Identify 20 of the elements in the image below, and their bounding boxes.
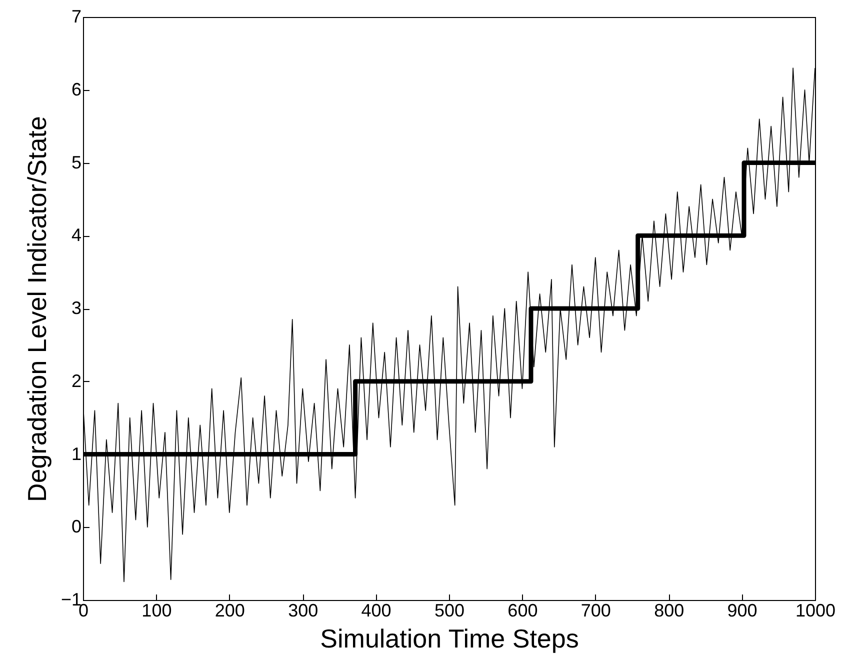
y-tick-label: 1 bbox=[71, 444, 82, 464]
y-tick-label: 3 bbox=[71, 298, 82, 318]
x-tick-label: 700 bbox=[580, 600, 611, 620]
x-tick-label: 200 bbox=[214, 600, 245, 620]
x-tick-label: 800 bbox=[654, 600, 684, 620]
y-tick-label: 0 bbox=[71, 516, 82, 537]
x-tick-label: 600 bbox=[508, 600, 538, 620]
y-tick-label: 5 bbox=[71, 152, 82, 172]
y-tick-label: 6 bbox=[71, 79, 82, 100]
y-tick-label: 4 bbox=[71, 225, 82, 246]
y-axis-title: Degradation Level Indicator/State bbox=[22, 116, 52, 502]
x-axis-title: Simulation Time Steps bbox=[320, 624, 579, 654]
y-tick-label: 7 bbox=[71, 6, 82, 26]
x-tick-label: 900 bbox=[727, 600, 758, 620]
x-tick-label: 100 bbox=[142, 600, 172, 620]
x-tick-label: 500 bbox=[434, 600, 465, 620]
x-tick-label: 400 bbox=[361, 600, 392, 620]
x-tick-label: 1000 bbox=[795, 600, 836, 620]
x-tick-label: 300 bbox=[288, 600, 318, 620]
y-tick-label: 2 bbox=[71, 370, 82, 391]
